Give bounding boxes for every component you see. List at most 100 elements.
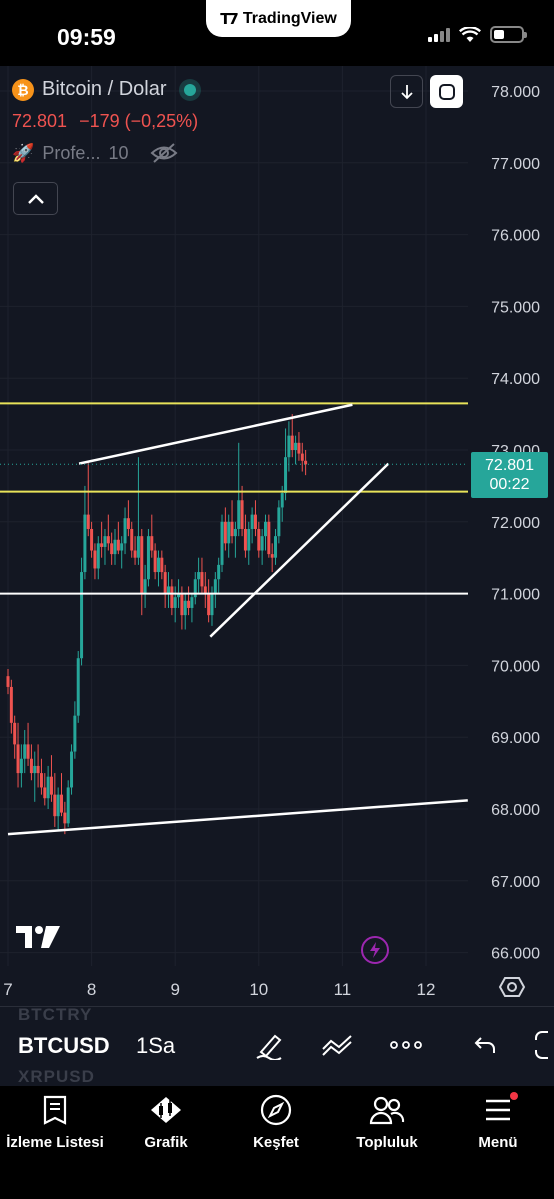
last-price: 72.801 [12,111,68,131]
nav-explore[interactable]: Keşfet [216,1092,336,1151]
candle-body [170,586,174,608]
candle-body [53,794,57,817]
tradingview-watermark-icon [16,926,60,953]
system-icons [428,26,527,43]
candle-body [123,518,127,544]
candle-body [294,442,298,450]
candle-body [56,794,60,817]
y-tick-label: 71.000 [491,587,540,604]
app-pill: 𝗧𝟳 TradingView [206,0,351,37]
trend-line [7,799,468,836]
interval-button[interactable]: 1Sa [136,1033,176,1058]
candle-body [93,550,97,569]
undo-button[interactable] [467,1027,503,1063]
drawing-tools-button[interactable] [252,1027,288,1063]
more-button[interactable] [388,1027,424,1063]
candle-body [140,536,144,594]
candle-body [66,787,70,824]
candle-body [163,572,167,594]
candle-body [63,812,67,824]
chart-icon [151,1097,181,1123]
candle-body [187,600,191,608]
expand-icon [535,1031,548,1059]
nav-label: İzleme Listesi [6,1134,104,1151]
candle-body [237,500,241,529]
chart-settings-button[interactable] [497,972,527,1002]
candle-body [43,787,47,799]
candle-body [9,686,13,723]
candle-body [284,457,288,494]
candle-body [70,751,74,788]
candle-body [177,593,181,598]
nav-label: Keşfet [253,1134,299,1151]
download-button[interactable] [390,75,423,108]
nav-chart[interactable]: Grafik [106,1092,226,1151]
indicator-row[interactable]: 🚀 Profe... 10 [12,142,201,164]
symbol-ghost-above: BTCTRY [18,1005,93,1024]
candle-body [270,554,274,558]
tradingview-logo-icon: 𝗧𝟳 [220,10,239,28]
candle-body [136,536,140,558]
symbol-button[interactable]: BTCUSD [18,1033,110,1058]
candle-body [213,579,217,594]
candle-body [143,579,147,594]
symbol-name[interactable]: Bitcoin / Dolar [42,78,167,100]
more-dots-icon [390,1041,422,1049]
trend-line [78,403,353,465]
candle-body [150,536,154,551]
fullscreen-button[interactable] [430,75,463,108]
fullscreen-icon [438,83,455,100]
candle-body [160,557,164,573]
candle-body [110,543,114,555]
x-tick-label: 9 [170,980,179,999]
nav-label: Topluluk [356,1134,418,1151]
y-tick-label: 67.000 [491,874,540,891]
y-tick-label: 77.000 [491,156,540,173]
candle-body [13,722,17,745]
candle-body [29,758,33,774]
candle-body [280,493,284,508]
current-price: 72.801 [485,457,534,474]
chart-area[interactable]: 78.00077.00076.00075.00074.00073.00072.0… [0,66,554,1006]
candle-body [230,521,234,537]
app-pill-label: TradingView [242,9,337,27]
candle-body [277,507,281,537]
candle-body [203,586,207,594]
y-tick-label: 69.000 [491,730,540,747]
wifi-icon [459,26,481,42]
x-tick-label: 11 [334,980,352,999]
candle-body [260,536,264,551]
candle-body [106,536,110,544]
candle-body [190,597,194,608]
candle-body [233,528,237,537]
candle-body [33,765,37,774]
candle-body [173,597,177,608]
menu-icon [486,1099,510,1121]
nav-menu[interactable]: Menü [438,1092,554,1151]
chart-legend: ₿ Bitcoin / Dolar 72.801 −179 (−0,25%) 🚀… [12,78,201,164]
candle-body [297,442,301,454]
candle-body [220,521,224,565]
chevron-up-icon [27,193,44,204]
y-tick-label: 72.000 [491,515,540,532]
candle-body [197,572,201,580]
collapse-legend-button[interactable] [13,182,58,215]
candlestick-chart[interactable]: 78.00077.00076.00075.00074.00073.00072.0… [0,66,554,1006]
candle-body [73,715,77,752]
indicators-button[interactable] [320,1027,356,1063]
y-tick-label: 66.000 [491,946,540,963]
candle-body [49,776,53,795]
nav-watchlist[interactable]: İzleme Listesi [0,1092,115,1151]
candle-body [76,658,80,716]
candle-body [304,460,308,465]
fullscreen-toolbar-button[interactable] [530,1027,554,1063]
eye-slash-icon[interactable] [150,142,178,164]
lightning-icon[interactable] [361,936,389,964]
nav-community[interactable]: Topluluk [327,1092,447,1151]
candle-body [200,572,204,587]
x-tick-label: 7 [3,980,12,999]
candle-body [80,572,84,659]
candle-body [39,773,43,788]
watchlist-icon [43,1095,67,1125]
candle-body [250,514,254,529]
